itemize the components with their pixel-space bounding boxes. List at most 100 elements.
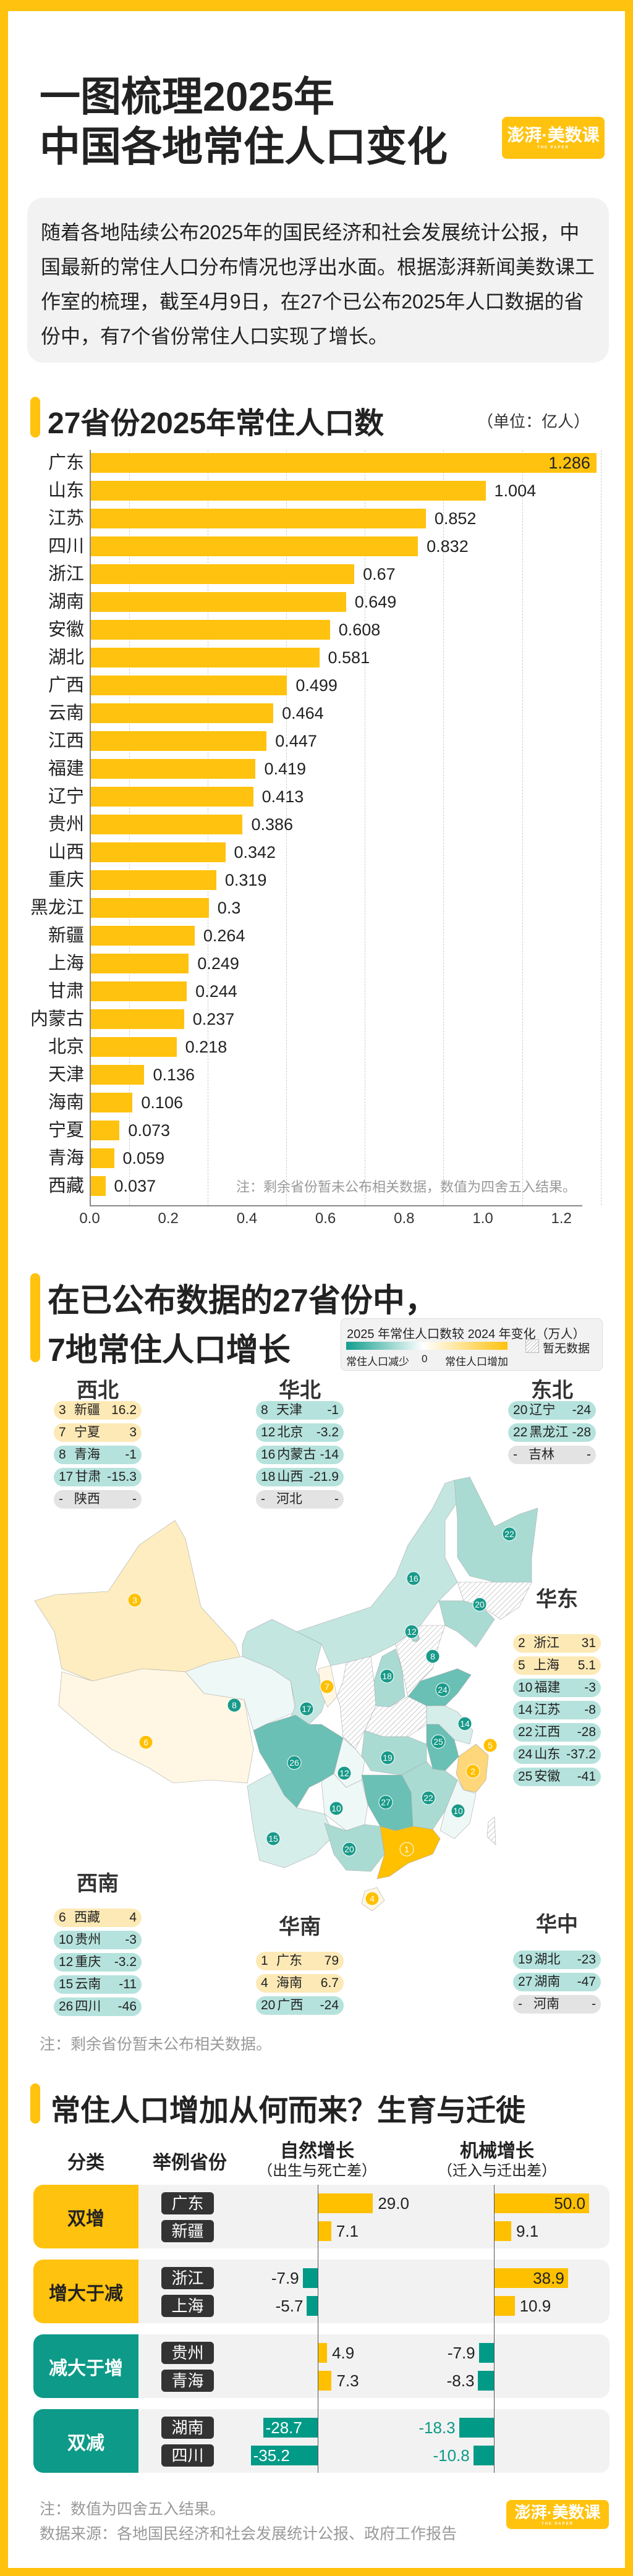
- bar-label: 广东: [48, 453, 84, 473]
- region-list-item: 5 上海 5.1: [513, 1656, 601, 1675]
- province-name: 云南: [75, 1977, 101, 1991]
- x-tick-label: 1.2: [551, 1210, 572, 1227]
- population-change: 79: [324, 1954, 339, 1968]
- bar-value: 0.237: [192, 1010, 235, 1028]
- marker-rank: 22: [504, 1529, 514, 1539]
- province-tag: 四川: [161, 2444, 214, 2467]
- legend-zero: 0: [422, 1353, 428, 1365]
- bar-value: 0.218: [185, 1038, 227, 1056]
- province-tag: 广东: [161, 2192, 214, 2214]
- marker-circle: [421, 1790, 436, 1805]
- map-title-line1: 在已公布数据的27省份中，: [48, 1283, 437, 1319]
- population-change: -: [132, 1492, 137, 1506]
- x-axis-line: [90, 1205, 582, 1206]
- x-tick-label: 0.4: [236, 1210, 258, 1227]
- rank: -: [59, 1492, 63, 1506]
- province-name: 黑龙江: [529, 1425, 569, 1439]
- province-name: 北京: [277, 1425, 304, 1439]
- growth-title: 常住人口增加从何而来？生育与迁徙: [51, 2095, 526, 2127]
- rank: 14: [518, 1703, 533, 1717]
- rank: 12: [59, 1955, 74, 1969]
- region-title: 华北: [279, 1379, 321, 1402]
- rank: 22: [518, 1725, 533, 1739]
- region-list-item: 22 江西 -28: [513, 1723, 601, 1742]
- province-name: 贵州: [75, 1933, 101, 1947]
- province-marker: 14: [457, 1716, 472, 1731]
- province-name: 青海: [74, 1447, 100, 1462]
- population-change: -3.2: [316, 1425, 339, 1439]
- bar: [91, 870, 216, 890]
- region-list-item: 27 湖南 -47: [513, 1973, 601, 1991]
- marker-circle: [299, 1701, 314, 1716]
- bar-label: 内蒙古: [30, 1009, 84, 1029]
- province-name: 吉林: [529, 1447, 554, 1462]
- map-title-line2: 7地常住人口增长: [48, 1332, 291, 1368]
- province-marker: 26: [287, 1755, 302, 1770]
- rank: 7: [59, 1425, 66, 1439]
- header-province: 举例省份: [153, 2153, 227, 2173]
- marker-circle: [380, 1750, 395, 1765]
- region-list-item: 4 海南 6.7: [256, 1974, 344, 1993]
- bar: [91, 1148, 114, 1168]
- region-list-item: - 河南 -: [513, 1995, 601, 2014]
- region-list-item: 2 浙江 31: [513, 1634, 601, 1653]
- bar-label: 福建: [48, 759, 84, 779]
- bar: [91, 1176, 106, 1196]
- province-name: 四川: [75, 1999, 101, 2014]
- marker-circle: [465, 1764, 480, 1779]
- marker-circle: [483, 1738, 498, 1753]
- migration-bar: [478, 2343, 494, 2363]
- marker-rank: 27: [381, 1797, 391, 1807]
- x-tick-label: 0.8: [394, 1210, 415, 1227]
- marker-circle: [451, 1803, 465, 1818]
- infographic: [8, 11, 625, 2568]
- bar-value: 0.649: [354, 593, 397, 611]
- map-note: 注：剩余省份暂未公布相关数据。: [40, 2036, 272, 2053]
- migration-bar: [478, 2371, 494, 2391]
- bar-value: 0.264: [203, 926, 245, 945]
- natural-value: -7.9: [271, 2269, 299, 2287]
- marker-circle: [266, 1831, 281, 1846]
- population-change: 16.2: [111, 1403, 137, 1417]
- migration-value: -8.3: [446, 2371, 475, 2390]
- population-change: -24: [572, 1403, 591, 1417]
- region-list-item: 12 重庆 -3.2: [54, 1953, 142, 1972]
- bar-value: 0.342: [234, 843, 276, 862]
- hatch-swatch-icon: [525, 1339, 539, 1353]
- migration-bar: [494, 2193, 589, 2213]
- marker-rank: 4: [370, 1894, 375, 1904]
- province-marker: 18: [380, 1669, 394, 1684]
- bar: [91, 898, 209, 918]
- bar: [91, 481, 486, 501]
- header-category: 分类: [67, 2153, 104, 2173]
- population-change: 31: [581, 1636, 596, 1650]
- bar-value: 0.581: [328, 648, 370, 667]
- bar-label: 辽宁: [48, 787, 84, 807]
- province-marker: 19: [380, 1750, 395, 1765]
- natural-bar: [263, 2418, 318, 2438]
- region-list-item: 24 山东 -37.2: [513, 1745, 601, 1764]
- bar-label: 西藏: [48, 1176, 84, 1196]
- bar: [91, 1009, 184, 1029]
- province-marker: 5: [483, 1738, 498, 1753]
- population-change: -41: [577, 1769, 596, 1784]
- province-marker: 16: [406, 1571, 421, 1586]
- section-marker: [30, 397, 40, 438]
- x-tick-label: 0.0: [79, 1210, 100, 1227]
- province-name: 西藏: [74, 1910, 100, 1925]
- bar: [91, 815, 243, 834]
- bar-label: 四川: [48, 536, 84, 556]
- bar-value: 0.3: [217, 899, 241, 917]
- province-tag: 贵州: [161, 2342, 214, 2364]
- migration-value: -7.9: [447, 2344, 475, 2362]
- province-marker: 15: [266, 1831, 281, 1846]
- migration-bar: [473, 2446, 494, 2465]
- intro-text: 随着各地陆续公布2025年的国民经济和社会发展统计公报，中国最新的常住人口分布情…: [27, 198, 609, 363]
- population-change: -3.2: [114, 1955, 137, 1969]
- bar-label: 云南: [48, 703, 84, 723]
- province-marker: 12: [404, 1624, 419, 1639]
- legend-low: 常住人口减少: [346, 1356, 409, 1368]
- rank: 8: [261, 1403, 268, 1417]
- rank: 2: [518, 1636, 525, 1650]
- marker-rank: 3: [132, 1595, 137, 1605]
